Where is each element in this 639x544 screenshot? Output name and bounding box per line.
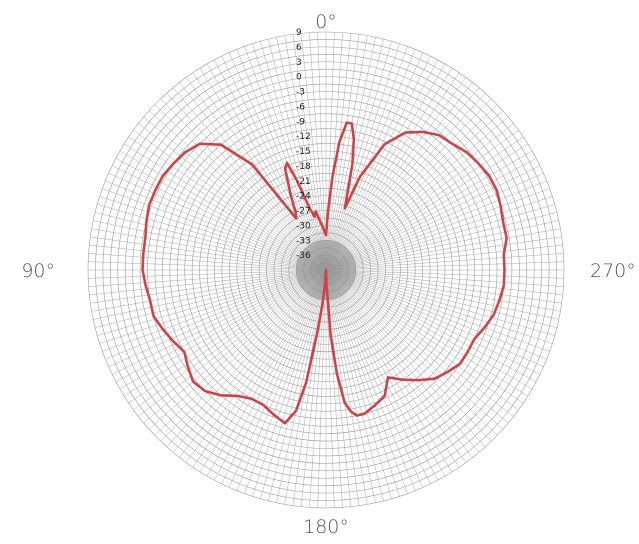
grid-ring	[251, 195, 401, 345]
radial-tick-label: -24	[296, 192, 311, 202]
grid-ring	[162, 106, 490, 434]
radial-tick-label: -12	[296, 132, 311, 142]
radial-tick-label: -27	[296, 207, 311, 217]
angle-label: 180°	[303, 516, 349, 538]
grid-ring	[199, 143, 453, 397]
grid-ring	[117, 61, 535, 479]
grid-ring	[221, 165, 431, 375]
grid-ring	[139, 83, 513, 457]
radial-tick-label: 6	[296, 43, 302, 53]
grid-ring	[266, 210, 386, 330]
radial-tick-label: -18	[296, 162, 311, 172]
polar-grid	[87, 31, 565, 509]
radial-tick-label: -30	[296, 221, 311, 231]
grid-ring	[176, 120, 476, 420]
grid-ring	[87, 31, 565, 509]
radial-tick-label: -9	[296, 117, 305, 127]
radial-tick-label: -33	[296, 236, 311, 246]
angle-label: 90°	[21, 260, 55, 282]
series-layer	[141, 121, 508, 425]
radial-tick-label: 9	[296, 28, 302, 38]
radial-tick-label: -6	[296, 102, 305, 112]
grid-ring	[236, 180, 416, 360]
grid-ring	[110, 54, 542, 486]
angle-labels: 0° 90° 180° 270°	[21, 11, 635, 538]
grid-ring	[102, 46, 550, 494]
radial-tick-label: -21	[296, 177, 311, 187]
radial-tick-label: 3	[296, 58, 302, 68]
radial-tick-label: -36	[296, 251, 311, 261]
grid-ring	[243, 187, 409, 353]
grid-ring	[95, 39, 557, 501]
grid-ring	[273, 217, 379, 323]
grid-ring	[206, 150, 446, 390]
radial-tick-labels: 9 6 3 0 -3 -6 -9 -12 -15 -18 -21 -24 -27 -30 -33 -36	[296, 28, 311, 261]
grid-ring	[258, 202, 394, 338]
grid-ring	[214, 158, 438, 382]
radial-tick-label: 0	[296, 73, 302, 83]
grid-ring	[154, 98, 498, 442]
grid-ring	[124, 68, 528, 472]
grid-ring	[169, 113, 483, 427]
grid-ring	[184, 128, 468, 412]
radial-tick-label: -15	[296, 147, 311, 157]
grid-ring	[132, 76, 520, 464]
grid-ring	[229, 173, 423, 367]
radial-tick-label: -3	[296, 88, 305, 98]
grid-ring	[191, 135, 461, 405]
pattern-series-line	[141, 121, 508, 425]
angle-label: 0°	[315, 11, 337, 33]
angle-label: 270°	[590, 260, 636, 282]
